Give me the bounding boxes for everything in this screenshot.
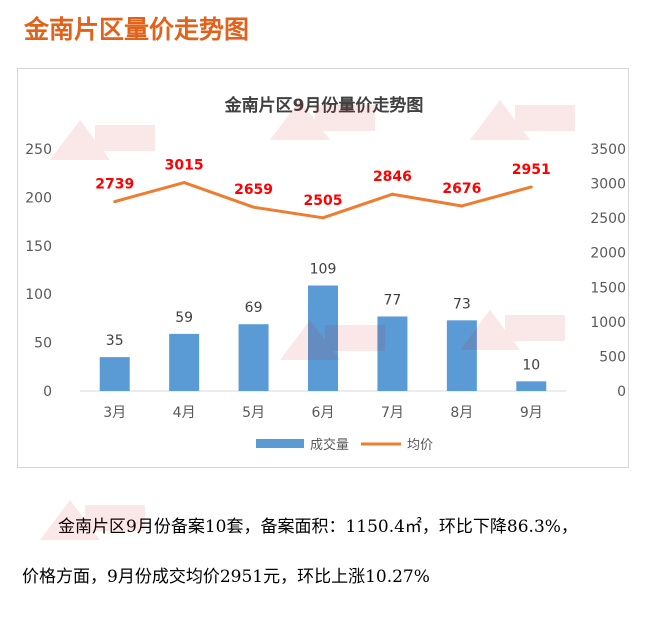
summary-paragraph-price: 价格方面，9月份成交均价2951元，环比上涨10.27% xyxy=(22,567,430,587)
bar-value-label: 10 xyxy=(522,357,540,373)
x-tick-label: 7月 xyxy=(381,405,404,421)
y-right-tick-label: 2500 xyxy=(590,211,626,227)
y-right-tick-label: 3000 xyxy=(590,177,626,193)
chart-title: 金南片区9月份量价走势图 xyxy=(224,95,424,116)
price-point xyxy=(460,204,464,208)
y-right-tick-label: 500 xyxy=(599,349,626,365)
chart-container: 金南片区9月份量价走势图 0 50 100 150 200 250 0 500 1000 1500 2… xyxy=(17,68,629,468)
bar xyxy=(238,324,269,391)
price-point xyxy=(390,192,394,196)
price-value-label: 2659 xyxy=(234,182,273,198)
y-right-tick-label: 2000 xyxy=(590,246,626,262)
bar-value-label: 73 xyxy=(453,296,471,312)
bar-value-label: 69 xyxy=(245,300,263,316)
bar xyxy=(99,357,130,391)
price-point xyxy=(529,185,533,189)
y-left-tick-label: 0 xyxy=(43,384,52,400)
bar-value-label: 77 xyxy=(384,292,402,308)
bar xyxy=(377,316,408,391)
bar xyxy=(308,285,338,391)
x-tick-label: 3月 xyxy=(103,405,126,421)
x-tick-label: 4月 xyxy=(173,405,196,421)
legend-swatch-volume xyxy=(256,439,304,448)
bar xyxy=(169,333,200,391)
x-tick-label: 8月 xyxy=(450,405,473,421)
price-point xyxy=(182,181,186,185)
x-tick-label: 5月 xyxy=(242,405,265,421)
price-value-label: 2676 xyxy=(442,181,481,197)
x-tick-label: 6月 xyxy=(312,405,335,421)
y-left-tick-label: 150 xyxy=(25,239,52,255)
price-point xyxy=(113,200,117,204)
page-heading: 金南片区量价走势图 xyxy=(24,15,250,44)
bar-value-label: 35 xyxy=(106,333,124,349)
bar-value-label: 59 xyxy=(175,310,193,326)
y-right-tick-label: 1500 xyxy=(590,280,626,296)
bar xyxy=(516,381,547,391)
legend-label-price: 均价 xyxy=(407,438,433,453)
y-left-tick-label: 100 xyxy=(25,287,52,303)
y-left-tick-label: 250 xyxy=(25,142,52,158)
y-left-tick-label: 200 xyxy=(25,190,52,206)
price-value-label: 2739 xyxy=(95,177,134,193)
price-value-label: 3015 xyxy=(165,158,204,174)
legend-label-volume: 成交量 xyxy=(310,437,349,453)
price-value-label: 2846 xyxy=(373,169,412,185)
y-right-tick-label: 3500 xyxy=(590,142,626,158)
bar xyxy=(446,320,477,391)
price-point xyxy=(321,216,325,220)
summary-paragraph-volume: 金南片区9月份备案10套，备案面积：1150.4㎡，环比下降86.3%， xyxy=(58,517,578,537)
price-point xyxy=(252,205,256,209)
bar-value-label: 109 xyxy=(310,261,337,277)
price-value-label: 2505 xyxy=(304,193,343,209)
y-left-tick-label: 50 xyxy=(34,336,52,352)
y-right-tick-label: 0 xyxy=(617,384,626,400)
price-value-label: 2951 xyxy=(512,162,551,178)
y-right-tick-label: 1000 xyxy=(590,315,626,331)
x-tick-label: 9月 xyxy=(520,405,543,421)
bar-line-chart: 金南片区9月份量价走势图0501001502002500500100015002… xyxy=(25,95,626,453)
